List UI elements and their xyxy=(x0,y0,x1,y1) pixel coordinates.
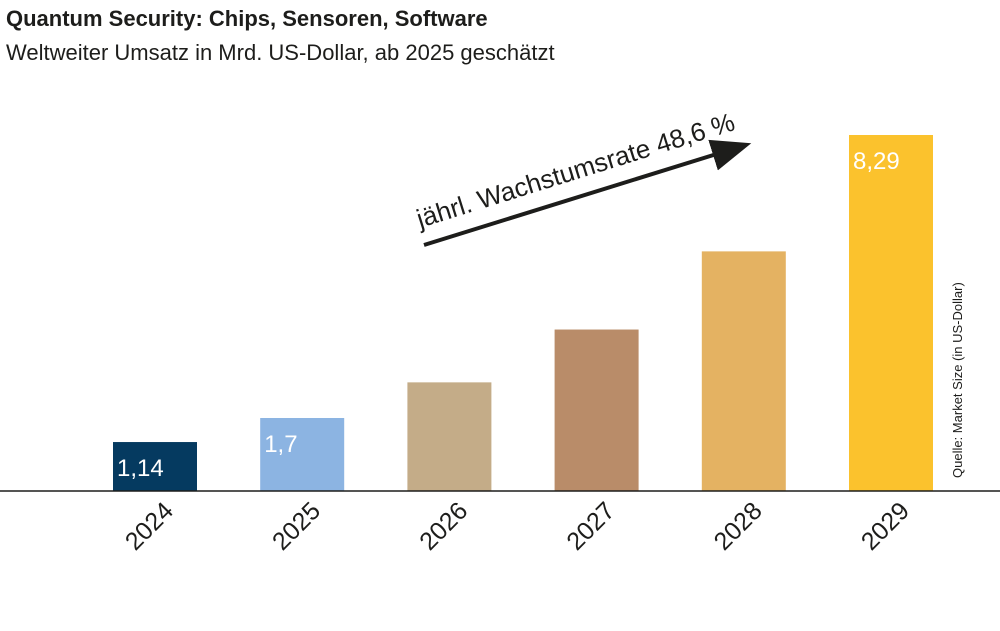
bar-2026 xyxy=(407,382,492,491)
bar-2024 xyxy=(113,442,197,491)
x-tick-label-2029: 2029 xyxy=(856,497,915,556)
bar-value-label-2029: 8,29 xyxy=(853,148,900,175)
x-tick-label-2025: 2025 xyxy=(267,497,326,556)
x-tick-label-2028: 2028 xyxy=(709,497,768,556)
bar-2027 xyxy=(554,329,639,491)
x-tick-label-2027: 2027 xyxy=(561,497,620,556)
bar-2025 xyxy=(260,417,345,491)
x-tick-label-2024: 2024 xyxy=(120,497,179,556)
chart-title: Quantum Security: Chips, Sensoren, Softw… xyxy=(6,6,488,31)
growth-rate-annotation: jährl. Wachstumsrate 48,6 % xyxy=(412,107,738,234)
growth-arrow xyxy=(423,139,752,247)
bar-value-label-2025: 1,7 xyxy=(264,431,297,458)
bar-value-label-2024: 1,14 xyxy=(117,455,164,482)
chart-subtitle: Weltweiter Umsatz in Mrd. US-Dollar, ab … xyxy=(6,40,555,65)
bar-2029 xyxy=(849,135,933,491)
x-tick-label-2026: 2026 xyxy=(414,497,473,556)
bar-2028 xyxy=(701,251,786,491)
source-label: Quelle: Market Size (in US-Dollar) xyxy=(950,282,965,478)
bars-layer: 1,14 1,7 8,29 xyxy=(113,135,933,491)
